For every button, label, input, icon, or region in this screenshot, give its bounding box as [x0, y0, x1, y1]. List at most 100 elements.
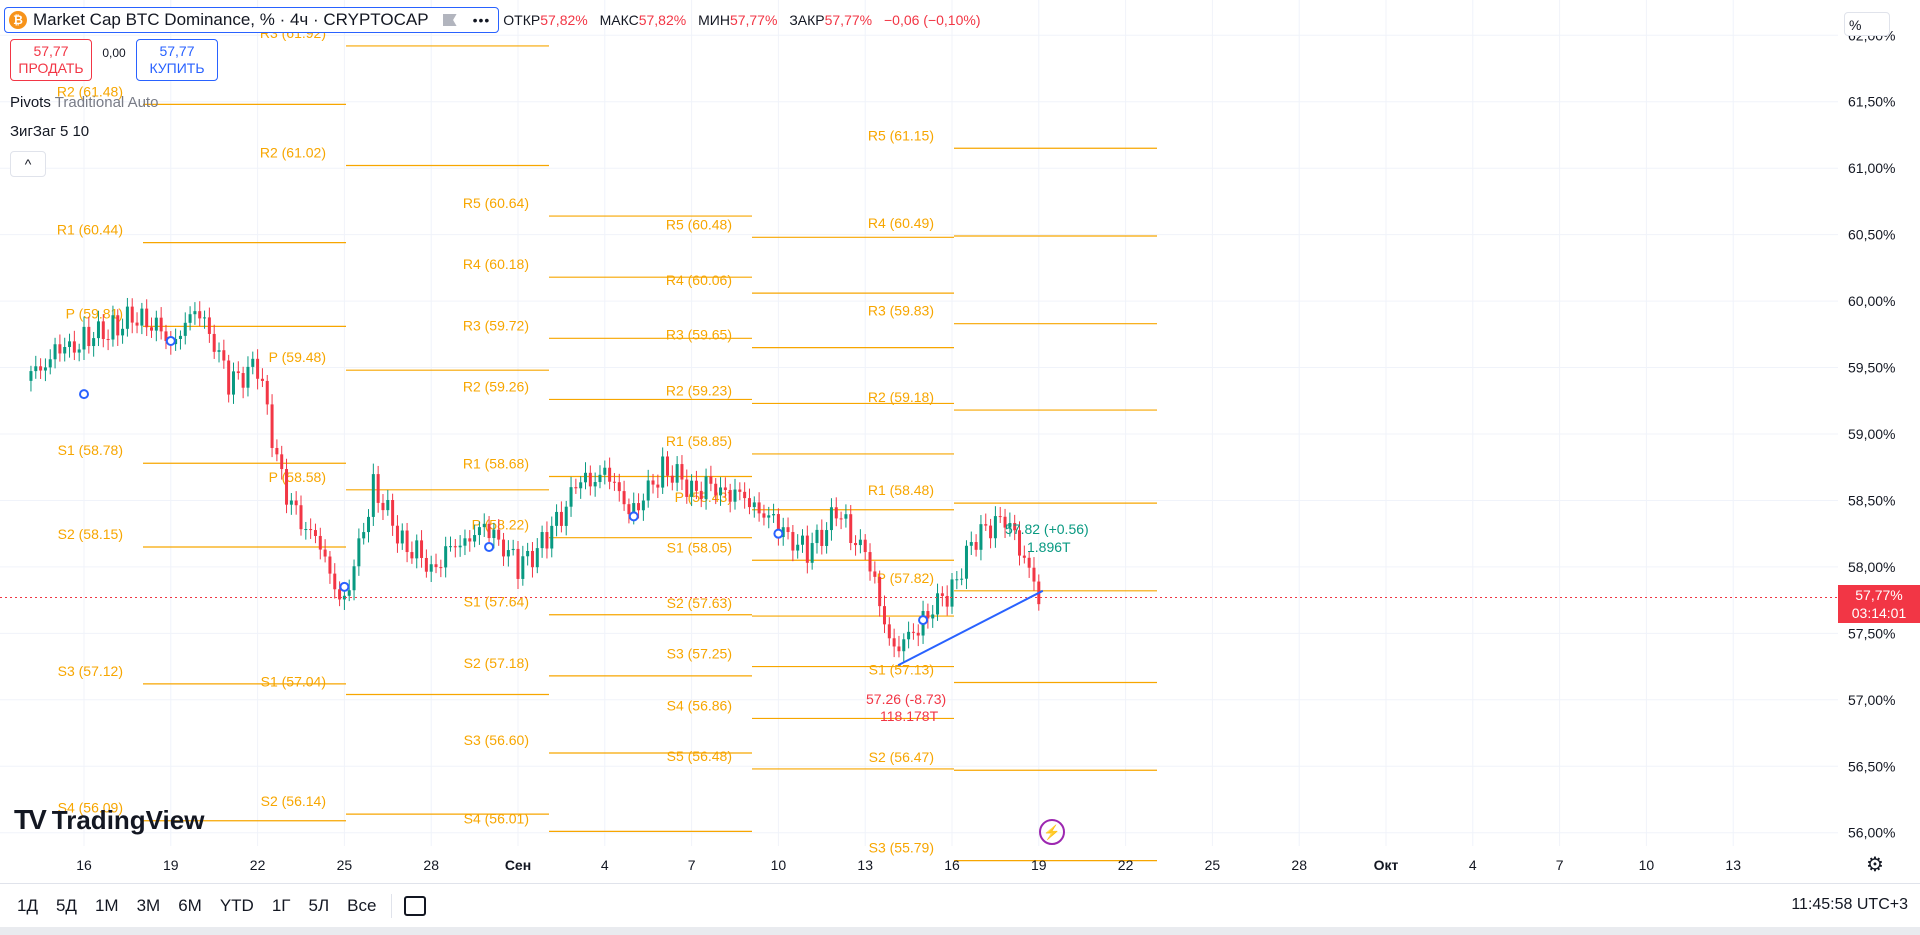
candle-body	[439, 567, 443, 569]
time-tick-label: 22	[1118, 857, 1134, 873]
candle-body	[964, 545, 968, 579]
indicator-pivots[interactable]: Pivots Traditional Auto	[10, 94, 158, 111]
candle-body	[420, 540, 424, 558]
candle-body	[825, 530, 829, 546]
candles	[29, 297, 1041, 662]
range-button[interactable]: 5Д	[55, 896, 77, 915]
pivot-level-label: R2 (59.23)	[666, 382, 732, 398]
indicator-zigzag[interactable]: ЗигЗаг 5 10	[10, 123, 90, 140]
candle-body	[106, 339, 110, 341]
buy-button[interactable]: 57,77 КУПИТЬ	[136, 39, 218, 81]
candle-body	[1008, 522, 1012, 528]
candle-body	[916, 632, 920, 636]
price-chart[interactable]: R2 (61.48) R1 (60.44) P (59.81) S1 (58.78) S…	[0, 0, 1920, 883]
pivot-level-label: S1 (58.78)	[58, 442, 123, 458]
calendar-icon[interactable]	[404, 896, 427, 916]
candle-body	[231, 371, 235, 395]
candle-body	[839, 518, 843, 520]
price-axis[interactable]: 62,00%61,50%61,00%60,50%60,00%59,50%59,0…	[1848, 27, 1895, 840]
candle-body	[786, 527, 790, 533]
candle-body	[410, 552, 414, 559]
pivot-level-label: R5 (61.15)	[868, 127, 934, 143]
more-icon[interactable]: •••	[472, 12, 491, 28]
time-axis[interactable]: 16 19 22 25 28 Сен 4 7 10 13 16 19 22 25 28 Окт 4 7 10 13	[76, 857, 1741, 873]
range-button[interactable]: 5Л	[308, 896, 330, 915]
candle-body	[685, 479, 689, 497]
candle-body	[873, 571, 877, 577]
candle-body	[767, 515, 771, 518]
candle-body	[772, 514, 776, 516]
candle-body	[945, 595, 949, 607]
candle-body	[236, 371, 240, 374]
candle-body	[878, 576, 882, 607]
candle-body	[48, 359, 52, 368]
symbol-title[interactable]: Market Cap BTC Dominance, % · 4ч · CRYPT…	[33, 10, 429, 29]
range-button[interactable]: 1Г	[271, 896, 291, 915]
price-tick-label: 60,00%	[1848, 293, 1895, 309]
clock[interactable]: 11:45:58 UTC+3	[1791, 896, 1908, 913]
price-tick-label: 59,50%	[1848, 360, 1895, 376]
zigzag-low-value: 57.26 (-8.73)	[866, 691, 946, 707]
candle-body	[207, 317, 211, 334]
pivot-level-label: P (58.58)	[269, 469, 326, 485]
candle-body	[357, 538, 361, 567]
horizontal-scrollbar[interactable]	[0, 927, 1920, 935]
pivot-level-label: S1 (57.04)	[261, 673, 326, 689]
zigzag-high-label: 57.82 (+0.56) 1.896T	[1005, 521, 1089, 555]
time-tick-label: 28	[423, 857, 439, 873]
zigzag-pivot-marker	[484, 541, 495, 552]
pivot-level-label: R4 (60.06)	[666, 272, 732, 288]
symbol-selector[interactable]: ₿ Market Cap BTC Dominance, % · 4ч · CRY…	[4, 7, 500, 33]
candle-body	[892, 638, 896, 647]
candle-body	[217, 350, 221, 352]
price-unit-label[interactable]: %	[1844, 12, 1890, 36]
candle-body	[608, 467, 612, 482]
collapse-legend-button[interactable]: ^	[10, 151, 46, 177]
zigzag-markers	[79, 335, 929, 626]
candle-body	[709, 476, 713, 484]
candle-body	[530, 550, 534, 568]
range-button[interactable]: Все	[347, 896, 377, 915]
candle-body	[863, 539, 867, 553]
candle-body	[318, 535, 322, 550]
candle-body	[193, 311, 197, 315]
candle-body	[521, 556, 525, 579]
candle-body	[473, 535, 477, 542]
tradingview-logo[interactable]: TV TradingView	[14, 804, 204, 836]
candle-body	[68, 341, 72, 348]
candle-body	[333, 573, 337, 590]
gear-icon[interactable]: ⚙	[1866, 854, 1884, 876]
range-button[interactable]: YTD	[219, 896, 254, 915]
candle-body	[53, 344, 57, 360]
bar-countdown: 03:14:01	[1851, 605, 1907, 621]
candle-body	[178, 335, 182, 339]
range-button[interactable]: 1М	[94, 896, 119, 915]
candle-body	[77, 349, 81, 353]
flag-icon[interactable]	[442, 14, 457, 26]
pivot-level-label: R1 (60.44)	[57, 222, 123, 238]
candle-body	[868, 552, 872, 572]
pivot-level-label: P (59.48)	[269, 349, 326, 365]
candle-body	[313, 530, 317, 536]
candle-body	[974, 542, 978, 550]
candle-body	[651, 480, 655, 485]
candle-body	[386, 500, 390, 511]
sell-button[interactable]: 57,77 ПРОДАТЬ	[10, 39, 92, 81]
candle-body	[285, 469, 289, 505]
pivot-level-label: R4 (60.18)	[463, 256, 529, 272]
candle-body	[506, 550, 510, 557]
last-price-tag: 57,77% 03:14:01	[1838, 585, 1920, 623]
time-tick-label: 4	[1469, 857, 1477, 873]
candle-body	[690, 480, 694, 497]
time-tick-label: Сен	[505, 857, 531, 873]
range-button[interactable]: 3М	[136, 896, 161, 915]
range-button[interactable]: 6М	[178, 896, 202, 915]
candle-body	[989, 525, 993, 539]
candle-body	[714, 483, 718, 496]
lightning-icon[interactable]: ⚡	[1039, 819, 1065, 845]
candle-body	[188, 314, 192, 323]
zigzag-pivot-marker	[918, 615, 929, 626]
range-button[interactable]: 1Д	[17, 896, 38, 915]
pivot-level-label: S2 (57.18)	[464, 655, 529, 671]
candle-body	[492, 529, 496, 539]
